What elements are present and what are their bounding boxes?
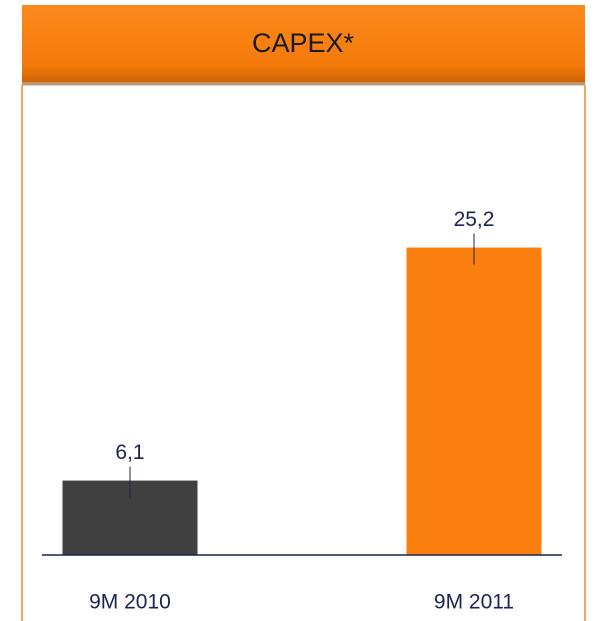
header-shadow — [22, 82, 585, 86]
value-label: 6,1 — [115, 441, 144, 464]
x-tick-label: 9M 2010 — [89, 591, 171, 614]
header-band — [22, 5, 585, 85]
chart-title: CAPEX* — [252, 28, 355, 58]
value-label: 25,2 — [454, 208, 495, 231]
x-tick-label: 9M 2011 — [434, 591, 514, 614]
bar — [406, 247, 542, 555]
